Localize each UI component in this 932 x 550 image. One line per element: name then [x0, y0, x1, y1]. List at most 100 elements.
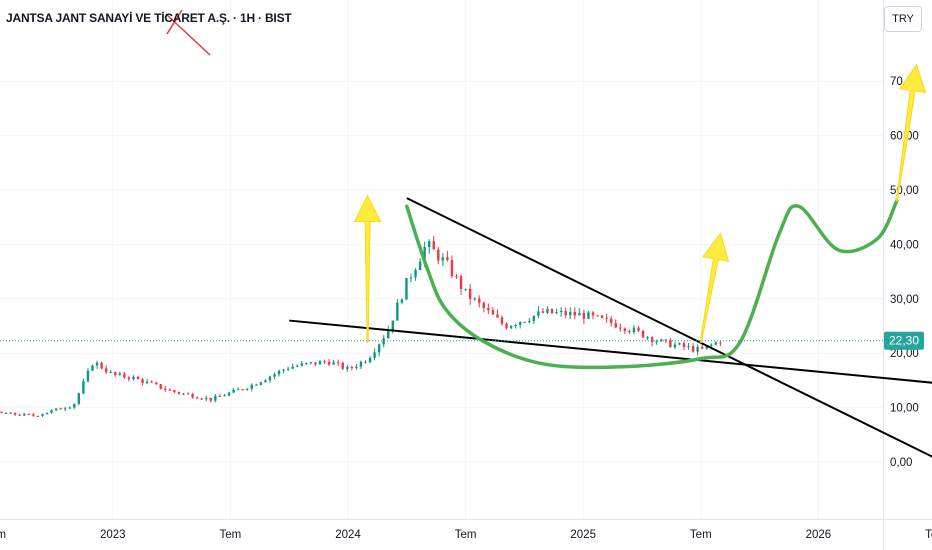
candle-body — [391, 320, 394, 330]
candle-body — [68, 407, 71, 409]
candle-body — [528, 321, 531, 323]
symbol-title: JANTSA JANT SANAYİ VE TİCARET A.Ş. · 1H … — [6, 11, 292, 25]
candle-body — [650, 337, 654, 343]
candle-body — [45, 412, 49, 415]
candle-body — [314, 362, 317, 365]
candle-body — [13, 412, 17, 415]
candles — [0, 235, 722, 417]
candle-body — [177, 392, 181, 394]
candle-body — [327, 361, 331, 365]
candle-body — [541, 311, 545, 313]
candle-body — [655, 341, 658, 343]
x-tick-label: Tem — [0, 529, 6, 541]
candle-body — [9, 412, 12, 414]
candle-body — [660, 339, 663, 342]
candle-body — [368, 357, 372, 363]
candle-body — [509, 325, 513, 329]
candle-body — [109, 371, 112, 373]
currency-button[interactable]: TRY — [884, 6, 922, 32]
candle-body — [405, 278, 408, 300]
candle-body — [114, 371, 117, 375]
candle-body — [332, 362, 335, 365]
candle-body — [414, 269, 417, 278]
candle-body — [682, 343, 686, 347]
candle-body — [687, 346, 690, 348]
candle-body — [587, 312, 590, 319]
candle-body — [500, 317, 504, 324]
candle-body — [514, 325, 517, 327]
candle-body — [136, 376, 140, 380]
x-axis[interactable]: Tem2022Tem2023Tem2024Tem2025Tem2026Tem20… — [0, 529, 932, 541]
candle-body — [496, 314, 499, 318]
candle-body — [614, 323, 617, 328]
candle-body — [223, 395, 226, 397]
y-tick-label: 10,00 — [890, 403, 919, 415]
candle-body — [246, 388, 249, 390]
x-tick-label: 2023 — [100, 529, 126, 541]
candle-body — [255, 384, 258, 386]
last-price-marker: 22,30 — [0, 331, 924, 350]
candle-body — [164, 388, 167, 390]
candle-body — [159, 384, 162, 389]
candle-body — [132, 376, 135, 380]
title-strike-mark — [165, 9, 211, 56]
candle-body — [355, 366, 358, 368]
candle-body — [82, 381, 85, 394]
x-tick-label: Tem — [455, 529, 477, 541]
x-tick-label: 2024 — [335, 529, 361, 541]
candle-body — [428, 241, 431, 247]
candle-body — [300, 363, 303, 366]
candle-body — [600, 315, 604, 318]
candle-body — [282, 369, 285, 371]
candle-body — [482, 302, 485, 308]
candle-body — [464, 288, 467, 290]
candle-body — [710, 344, 713, 346]
candle-body — [337, 362, 340, 364]
candle-body — [550, 308, 554, 314]
y-tick-label: 0,00 — [890, 457, 912, 469]
candle-body — [155, 382, 158, 385]
candle-body — [519, 322, 522, 326]
candle-body — [305, 363, 308, 365]
candle-body — [41, 414, 44, 416]
y-tick-label: 40,00 — [890, 239, 919, 251]
candle-body — [705, 345, 708, 349]
candle-body — [478, 298, 481, 303]
candle-body — [195, 397, 199, 399]
candle-body — [641, 330, 645, 338]
trendline — [289, 319, 932, 384]
candle-body — [669, 339, 672, 348]
candle-body — [400, 299, 404, 303]
candle-body — [646, 337, 649, 339]
candle-body — [714, 342, 718, 345]
candle-body — [341, 362, 344, 369]
candle-body — [86, 370, 90, 382]
candle-body — [123, 373, 126, 378]
candle-body — [437, 249, 440, 261]
candle-body — [200, 398, 203, 400]
candle-body — [596, 315, 599, 317]
candle-body — [191, 394, 194, 398]
projection-curve — [405, 199, 899, 370]
candle-body — [619, 327, 622, 329]
candle-body — [605, 317, 608, 319]
candle-body — [73, 403, 76, 408]
strike-line — [166, 9, 183, 35]
drawings[interactable] — [289, 63, 932, 517]
candle-body — [118, 373, 121, 375]
candle-body — [91, 365, 94, 371]
candle-body — [286, 368, 290, 370]
arrow-up-icon — [699, 232, 730, 343]
candle-body — [582, 313, 586, 319]
candle-body — [637, 327, 640, 331]
candle-body — [273, 374, 276, 377]
candle-body — [205, 397, 208, 400]
candle-body — [523, 321, 526, 323]
candle-body — [373, 352, 376, 358]
x-tick-label: Tem — [925, 529, 932, 541]
candle-body — [32, 414, 35, 416]
candle-body — [64, 408, 67, 410]
